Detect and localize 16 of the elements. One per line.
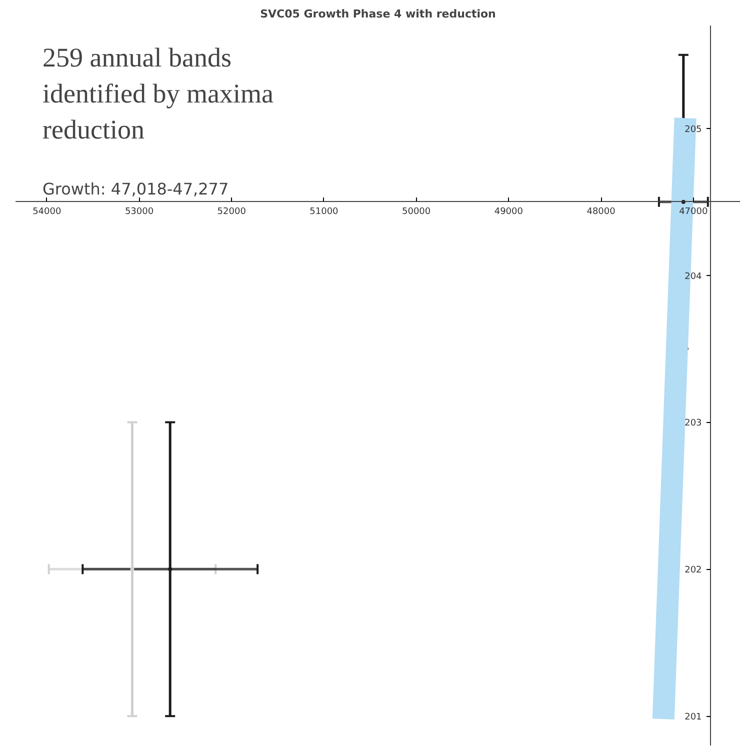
y-tick-label: 204 bbox=[684, 272, 702, 282]
y-tick-label: 201 bbox=[684, 712, 702, 723]
chart-title: SVC05 Growth Phase 4 with reduction bbox=[260, 8, 496, 20]
y-tick-label: 203 bbox=[684, 418, 702, 429]
x-tick-label: 52000 bbox=[217, 206, 246, 217]
x-tick-label: 53000 bbox=[124, 206, 154, 217]
x-tick-label: 48000 bbox=[586, 206, 616, 217]
x-tick-label: 51000 bbox=[310, 206, 339, 217]
x-tick-label: 49000 bbox=[494, 206, 524, 217]
x-tick-label: 47000 bbox=[679, 206, 708, 217]
x-tick-label: 50000 bbox=[402, 206, 431, 217]
y-tick-label: 202 bbox=[684, 566, 702, 576]
y-tick-label: 205 bbox=[684, 124, 702, 135]
x-tick-label: 54000 bbox=[32, 206, 62, 217]
annotation: 259 annual bands identified by maxima reduction bbox=[42, 42, 274, 144]
annotation: Growth: 47,018-47,277 bbox=[42, 180, 229, 198]
